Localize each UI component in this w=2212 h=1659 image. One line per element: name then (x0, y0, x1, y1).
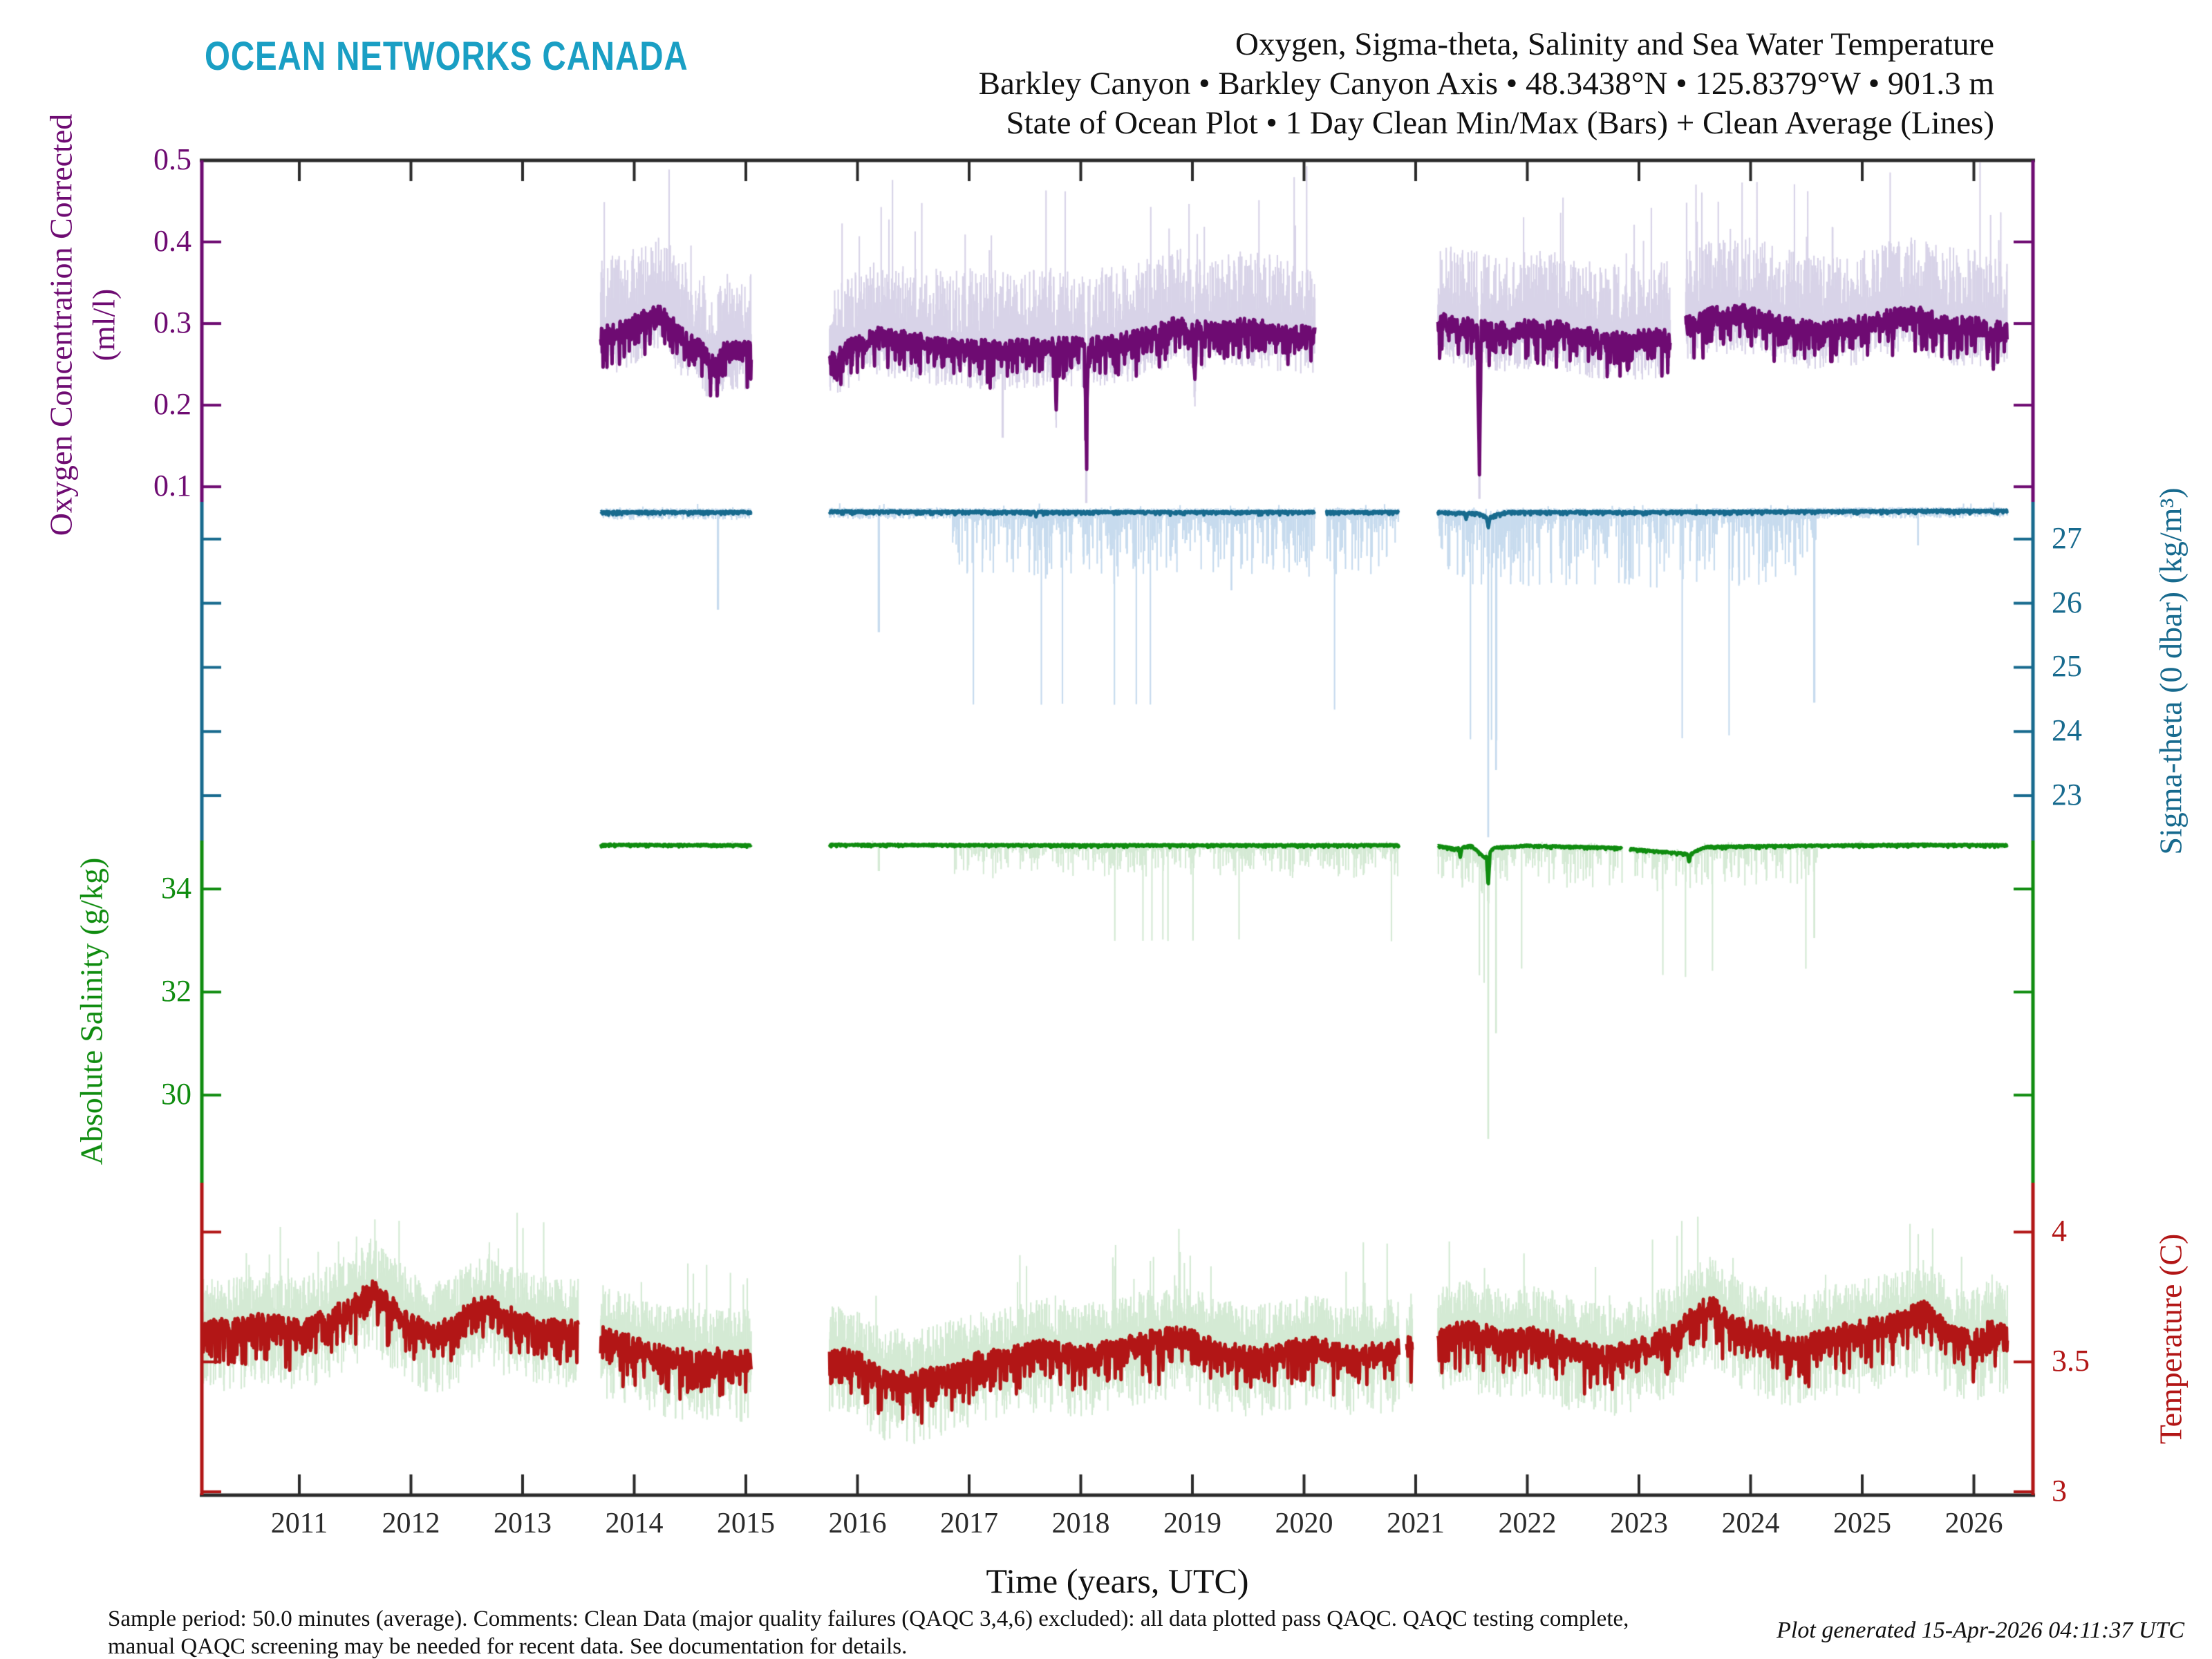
x-tick-label-2020: 2020 (1275, 1508, 1333, 1539)
temperature-axis-label: Temperature (C) (2153, 1233, 2188, 1445)
x-tick-label-2011: 2011 (270, 1508, 328, 1539)
plot-generated-timestamp: Plot generated 15-Apr-2026 04:11:37 UTC (1777, 1618, 2184, 1643)
x-tick-label-2013: 2013 (494, 1508, 552, 1539)
x-tick-label-2025: 2025 (1833, 1508, 1891, 1539)
y-tick-label-salinity-30: 30 (161, 1077, 191, 1112)
salinity-axis-label: Absolute Salinity (g/kg) (73, 857, 109, 1165)
y-tick-label-sigma-27: 27 (2052, 521, 2082, 555)
y-tick-label-temperature-3: 3 (2052, 1474, 2067, 1508)
x-tick-label-2015: 2015 (717, 1508, 775, 1539)
y-tick-label-sigma-26: 26 (2052, 585, 2082, 619)
x-axis-label: Time (years, UTC) (986, 1562, 1249, 1600)
y-tick-label-salinity-34: 34 (161, 871, 191, 906)
y-tick-label-oxygen-0.5: 0.5 (153, 142, 191, 176)
footnote-line-2: manual QAQC screening may be needed for … (108, 1634, 908, 1659)
x-tick-label-2026: 2026 (1944, 1508, 2003, 1539)
y-tick-label-salinity-32: 32 (161, 974, 191, 1009)
x-tick-label-2016: 2016 (828, 1508, 887, 1539)
plot-title: Oxygen, Sigma-theta, Salinity and Sea Wa… (1235, 26, 1994, 62)
x-tick-label-2017: 2017 (940, 1508, 998, 1539)
footnote-line-1: Sample period: 50.0 minutes (average). C… (108, 1606, 1629, 1631)
oxygen-axis-label: Oxygen Concentration Corrected (43, 113, 79, 536)
plot-title-block: Oxygen, Sigma-theta, Salinity and Sea Wa… (979, 25, 1994, 143)
y-tick-label-oxygen-0.3: 0.3 (153, 306, 191, 340)
x-tick-label-2021: 2021 (1387, 1508, 1445, 1539)
y-tick-label-oxygen-0.4: 0.4 (153, 224, 191, 259)
x-tick-label-2022: 2022 (1498, 1508, 1557, 1539)
y-tick-label-sigma-24: 24 (2052, 713, 2082, 748)
x-tick-label-2023: 2023 (1610, 1508, 1668, 1539)
y-tick-label-sigma-25: 25 (2052, 649, 2082, 684)
y-tick-label-oxygen-0.2: 0.2 (153, 387, 191, 422)
ocean-networks-canada-logo: OCEAN NETWORKS CANADA (205, 34, 688, 79)
x-tick-label-2014: 2014 (605, 1508, 664, 1539)
x-tick-label-2018: 2018 (1051, 1508, 1110, 1539)
plot-subtitle-location: Barkley Canyon • Barkley Canyon Axis • 4… (978, 66, 1994, 102)
y-tick-label-temperature-3.5: 3.5 (2052, 1344, 2090, 1378)
x-tick-label-2019: 2019 (1163, 1508, 1221, 1539)
plot-subtitle-description: State of Ocean Plot • 1 Day Clean Min/Ma… (1006, 105, 1994, 141)
x-tick-label-2024: 2024 (1721, 1508, 1780, 1539)
y-tick-label-temperature-4: 4 (2052, 1214, 2067, 1248)
y-tick-label-oxygen-0.1: 0.1 (153, 469, 191, 503)
y-tick-label-sigma-23: 23 (2052, 778, 2082, 812)
x-tick-label-2012: 2012 (382, 1508, 440, 1539)
